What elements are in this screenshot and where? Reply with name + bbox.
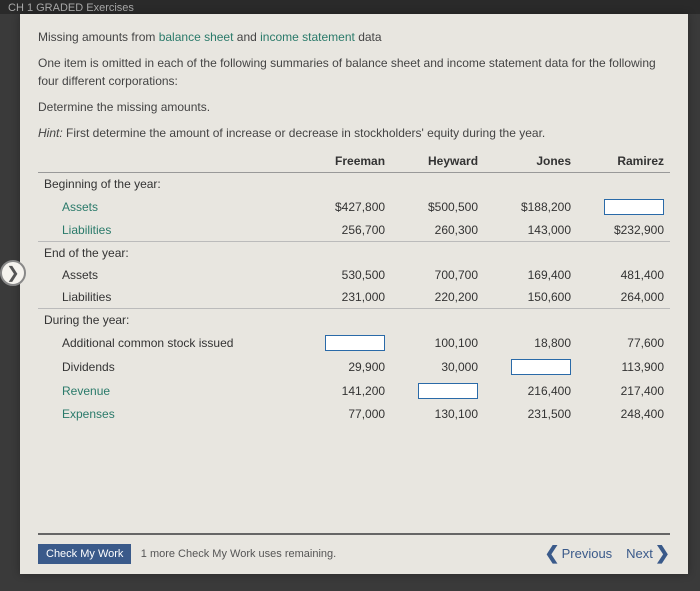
input-stock-freeman[interactable] (325, 335, 385, 351)
table-row: Revenue 141,200 216,400 217,400 (38, 379, 670, 403)
link-liabilities[interactable]: Liabilities (62, 223, 111, 237)
table-row: Assets 530,500 700,700 169,400 481,400 (38, 264, 670, 286)
footer-bar: Check My Work 1 more Check My Work uses … (38, 533, 670, 564)
col-jones: Jones (484, 150, 577, 173)
instruction: Determine the missing amounts. (38, 98, 670, 116)
table-header-row: Freeman Heyward Jones Ramirez (38, 150, 670, 173)
table-row: End of the year: (38, 242, 670, 265)
link-expenses[interactable]: Expenses (62, 407, 115, 421)
chapter-header: CH 1 GRADED Exercises (0, 0, 700, 14)
link-revenue[interactable]: Revenue (62, 384, 110, 398)
chevron-right-icon: ❯ (655, 543, 670, 564)
table-row: Dividends 29,900 30,000 113,900 (38, 355, 670, 379)
table-row: Liabilities 256,700 260,300 143,000 $232… (38, 219, 670, 242)
link-balance-sheet[interactable]: balance sheet (159, 30, 234, 44)
table-row: Liabilities 231,000 220,200 150,600 264,… (38, 286, 670, 309)
problem-title: Missing amounts from balance sheet and i… (38, 30, 670, 44)
link-assets[interactable]: Assets (62, 200, 98, 214)
footer-left: Check My Work 1 more Check My Work uses … (38, 544, 336, 564)
problem-description: One item is omitted in each of the follo… (38, 54, 670, 90)
table-row: Expenses 77,000 130,100 231,500 248,400 (38, 403, 670, 425)
hint-text: Hint: First determine the amount of incr… (38, 124, 670, 142)
previous-button[interactable]: ❮ Previous (545, 543, 613, 564)
remaining-uses-text: 1 more Check My Work uses remaining. (141, 548, 336, 560)
table-row: Beginning of the year: (38, 173, 670, 196)
input-begin-assets-ramirez[interactable] (604, 199, 664, 215)
content-panel: Missing amounts from balance sheet and i… (20, 14, 688, 574)
table-row: Additional common stock issued 100,100 1… (38, 331, 670, 355)
chevron-right-icon: ❯ (6, 263, 19, 283)
table-row: During the year: (38, 309, 670, 332)
footer-nav: ❮ Previous Next ❯ (545, 543, 671, 564)
link-corporations[interactable]: corporations (109, 74, 175, 88)
col-freeman: Freeman (298, 150, 391, 173)
link-stockholders-equity[interactable]: stockholders' equity (354, 126, 459, 140)
input-div-jones[interactable] (511, 359, 571, 375)
check-my-work-button[interactable]: Check My Work (38, 544, 131, 564)
chevron-left-icon: ❮ (545, 543, 560, 564)
col-heyward: Heyward (391, 150, 484, 173)
col-ramirez: Ramirez (577, 150, 670, 173)
input-rev-heyward[interactable] (418, 383, 478, 399)
data-table: Freeman Heyward Jones Ramirez Beginning … (38, 150, 670, 425)
next-button[interactable]: Next ❯ (626, 543, 670, 564)
table-row: Assets $427,800 $500,500 $188,200 (38, 195, 670, 219)
link-income-statement[interactable]: income statement (260, 30, 355, 44)
prev-side-button[interactable]: ❯ (0, 260, 26, 286)
